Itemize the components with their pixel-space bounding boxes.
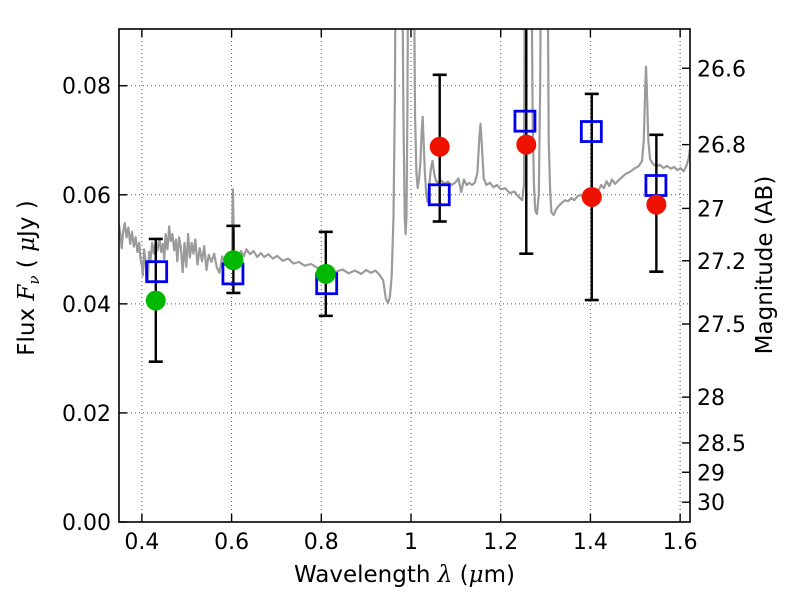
blue-open-squares-marker xyxy=(579,120,603,143)
x-tick-label: 0.4 xyxy=(124,530,159,555)
markers-layer xyxy=(145,109,668,311)
y-left-tick-label: 0.08 xyxy=(62,75,111,100)
y-left-tick-label: 0.00 xyxy=(62,511,111,536)
y-left-tick-label: 0.06 xyxy=(62,184,111,209)
blue-open-squares-marker xyxy=(427,183,451,207)
x-tick-label: 0.6 xyxy=(214,530,249,555)
red-filled-circles-marker xyxy=(429,136,450,157)
y-right-tick-label: 29 xyxy=(697,461,725,486)
red-filled-circles-marker xyxy=(581,186,602,207)
spectrum-layer xyxy=(119,29,690,304)
y-left-tick-label: 0.04 xyxy=(62,293,111,318)
y-right-tick-label: 30 xyxy=(697,491,725,516)
green-filled-circles-marker xyxy=(223,250,244,271)
y-left-tick-label: 0.02 xyxy=(62,402,111,427)
red-filled-circles-marker xyxy=(646,194,667,215)
y-right-tick-label: 27.2 xyxy=(697,250,746,275)
x-axis-label: Wavelength λ (μm) xyxy=(294,562,515,588)
plot-frame xyxy=(118,28,691,523)
blue-open-squares-marker xyxy=(145,260,169,284)
y-right-tick-label: 27.5 xyxy=(697,313,746,338)
spectrum-line xyxy=(119,29,690,304)
x-tick-label: 1.2 xyxy=(483,530,518,555)
x-tick-label: 1 xyxy=(404,530,418,555)
labels-layer: 0.4 0.6 0.8 1 1.2 1.4 1.6 0.00 0.02 0.04 0.06 0.08 2… xyxy=(14,57,778,588)
x-tick-label: 1.6 xyxy=(663,530,698,555)
y-right-tick-label: 28.5 xyxy=(697,432,746,457)
blue-open-squares-marker xyxy=(513,109,537,133)
x-tick-label: 0.8 xyxy=(304,530,339,555)
y-right-tick-label: 28 xyxy=(697,386,725,411)
y-axis-label-right: Magnitude (AB) xyxy=(752,176,778,355)
green-filled-circles-marker xyxy=(145,290,166,311)
red-filled-circles-marker xyxy=(516,134,537,155)
grid-layer xyxy=(119,29,690,522)
y-right-tick-label: 26.6 xyxy=(697,57,746,82)
green-filled-circles-marker xyxy=(315,263,336,284)
frame-layer xyxy=(118,28,691,523)
x-tick-label: 1.4 xyxy=(573,530,608,555)
y-right-tick-label: 27 xyxy=(697,197,725,222)
y-axis-label-left: Flux Fν​ ( μJy ) xyxy=(14,200,43,355)
y-right-tick-label: 26.8 xyxy=(697,134,746,159)
ticks-layer xyxy=(119,29,690,523)
